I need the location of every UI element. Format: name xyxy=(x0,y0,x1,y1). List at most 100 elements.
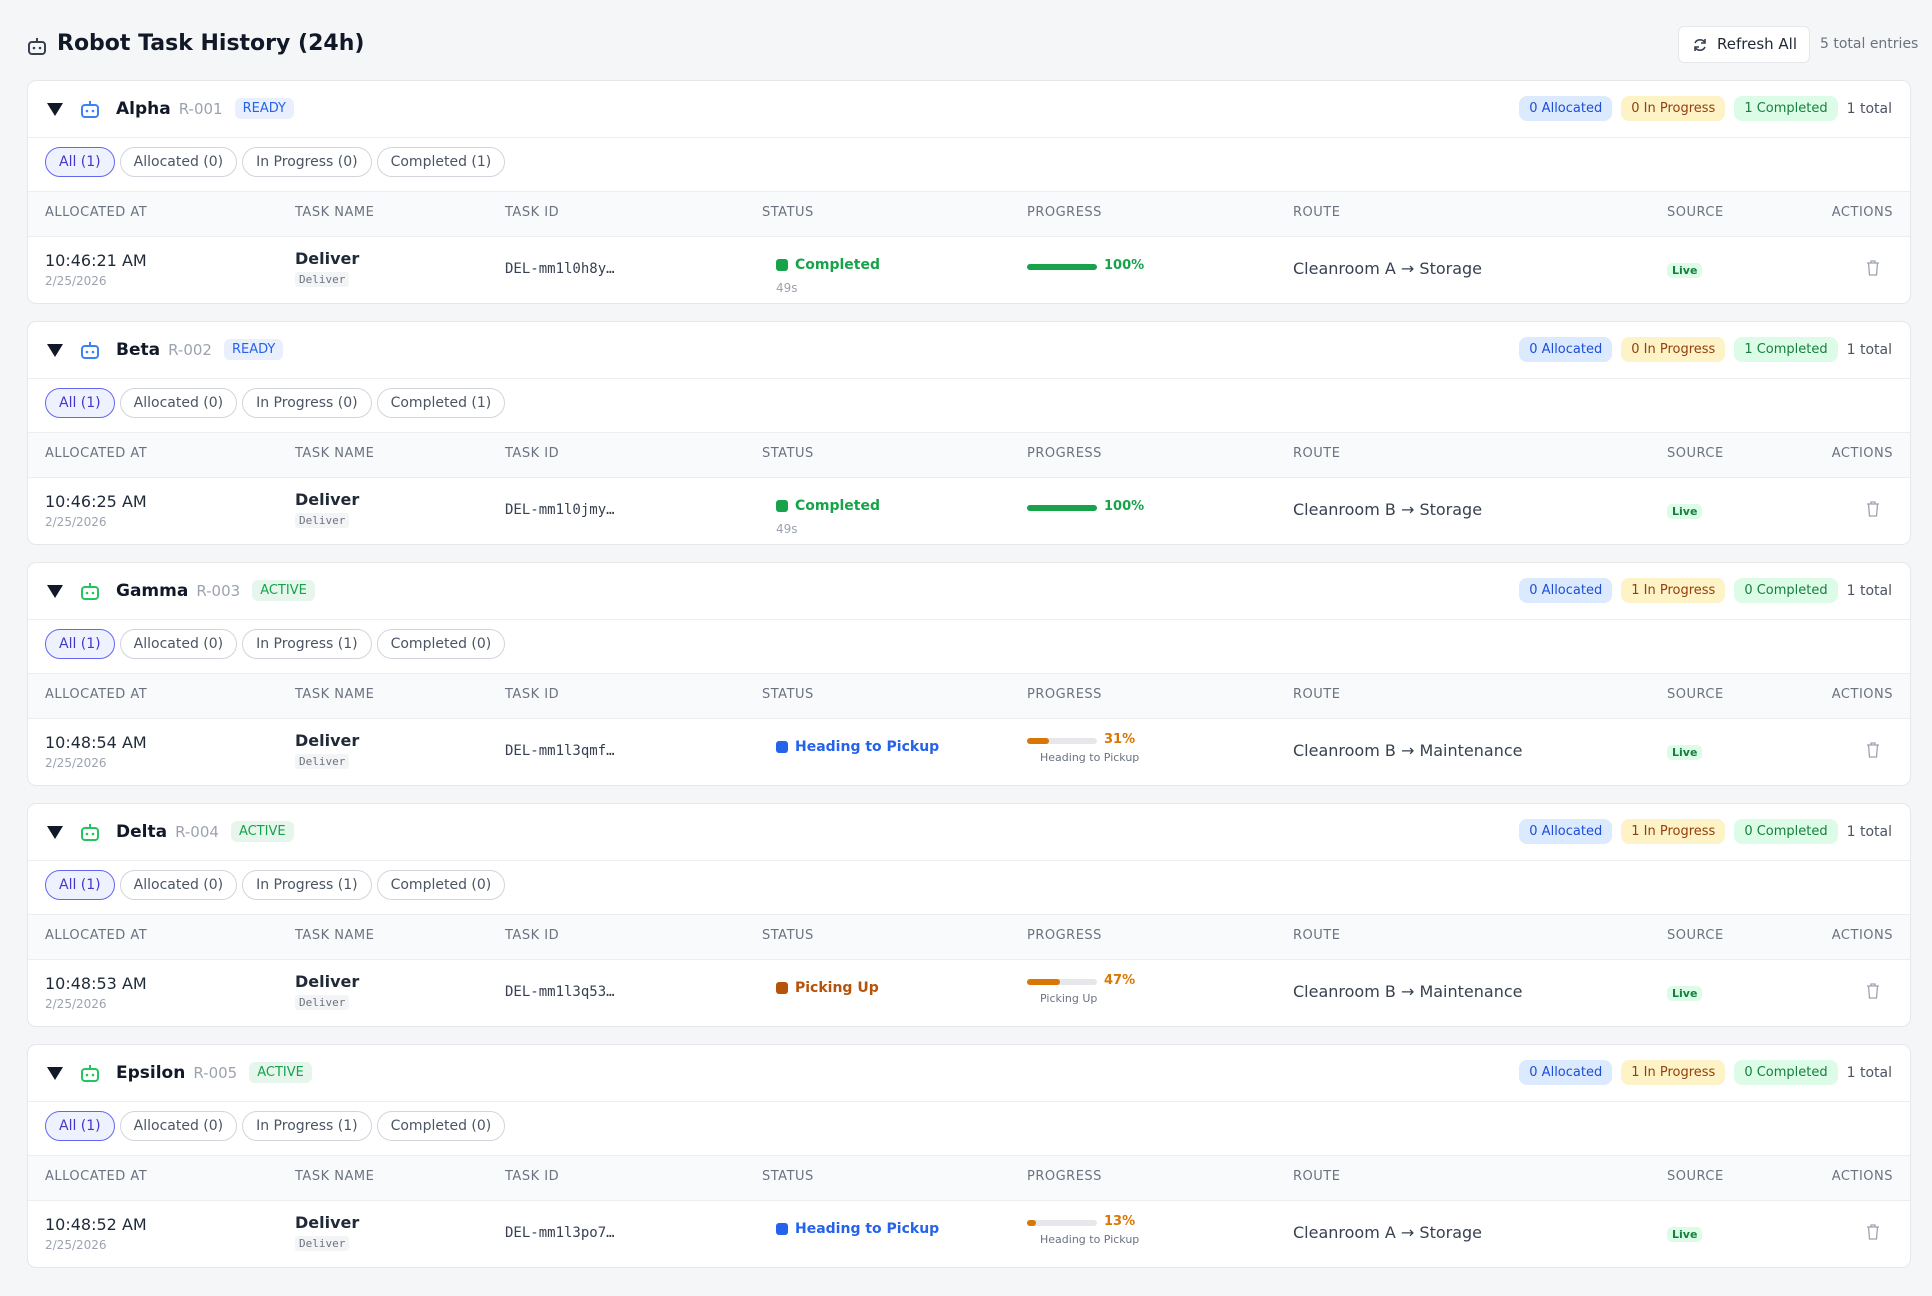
robot-name: Epsilon xyxy=(116,1062,186,1083)
filter-pill[interactable]: Completed (0) xyxy=(376,629,506,659)
filter-pill[interactable]: Allocated (0) xyxy=(119,388,238,418)
task-name: Deliver xyxy=(295,1213,360,1232)
source-badge: Live xyxy=(1667,1227,1703,1242)
collapse-toggle xyxy=(46,824,64,844)
filter-pill[interactable]: In Progress (1) xyxy=(242,870,372,900)
refresh-label: Refresh All xyxy=(1717,35,1798,53)
robot-icon xyxy=(80,581,100,605)
column-header: TASK ID xyxy=(505,446,560,461)
refresh-icon xyxy=(1694,39,1706,51)
filter-pill[interactable]: In Progress (0) xyxy=(242,388,372,418)
robot-card: Beta R-002 READY 0 Allocated 0 In Progress 1 … xyxy=(27,321,1911,545)
total-count: 1 total xyxy=(1846,582,1892,599)
delete-button[interactable] xyxy=(1866,983,1880,1003)
filter-pill[interactable]: All (1) xyxy=(45,147,115,177)
filter-bar: All (1) Allocated (0) In Progress (1) Compl… xyxy=(45,1111,510,1141)
count-chip: 0 In Progress xyxy=(1621,96,1726,121)
status-text: Completed xyxy=(795,257,881,273)
delete-button[interactable] xyxy=(1866,1224,1880,1244)
total-count: 1 total xyxy=(1846,100,1892,117)
column-header: ROUTE xyxy=(1293,687,1341,702)
task-id: DEL-mm1l0h8y… xyxy=(505,261,615,277)
count-chip: 0 Allocated xyxy=(1519,1060,1613,1085)
robot-header: Gamma R-003 ACTIVE xyxy=(116,580,315,601)
task-type: Deliver xyxy=(295,995,350,1010)
task-type: Deliver xyxy=(295,1236,350,1251)
count-chip: 0 Completed xyxy=(1734,819,1838,844)
header-divider xyxy=(28,619,1910,620)
column-header: ROUTE xyxy=(1293,1169,1341,1184)
filter-pill[interactable]: Completed (1) xyxy=(376,388,506,418)
collapse-toggle xyxy=(46,101,64,121)
filter-pill[interactable]: In Progress (1) xyxy=(242,1111,372,1141)
filter-pill[interactable]: Completed (1) xyxy=(376,147,506,177)
robot-header: Beta R-002 READY xyxy=(116,339,284,360)
source-badge: Live xyxy=(1667,504,1703,519)
filter-pill[interactable]: Completed (0) xyxy=(376,1111,506,1141)
column-header: TASK ID xyxy=(505,928,560,943)
count-chip: 0 Allocated xyxy=(1519,578,1613,603)
filter-pill[interactable]: Allocated (0) xyxy=(119,147,238,177)
collapse-toggle xyxy=(46,342,64,362)
task-type: Deliver xyxy=(295,272,350,287)
count-chip: 1 In Progress xyxy=(1621,578,1726,603)
count-chip: 0 In Progress xyxy=(1621,337,1726,362)
column-header: ACTIONS xyxy=(1831,446,1893,461)
column-header-band xyxy=(28,673,1910,719)
filter-pill[interactable]: Allocated (0) xyxy=(119,870,238,900)
filter-pill[interactable]: All (1) xyxy=(45,870,115,900)
column-header: PROGRESS xyxy=(1027,205,1102,220)
refresh-button[interactable]: Refresh All xyxy=(1678,26,1810,63)
task-status: Completed xyxy=(776,498,880,514)
delete-button[interactable] xyxy=(1866,260,1880,280)
delete-button[interactable] xyxy=(1866,501,1880,521)
task-id: DEL-mm1l3po7… xyxy=(505,1225,615,1241)
progress-bar xyxy=(1027,505,1097,511)
column-header: SOURCE xyxy=(1667,687,1724,702)
allocated-date: 2/25/2026 xyxy=(45,756,107,770)
filter-pill[interactable]: Completed (0) xyxy=(376,870,506,900)
header-divider xyxy=(28,378,1910,379)
count-chip: 0 Completed xyxy=(1734,1060,1838,1085)
delete-button[interactable] xyxy=(1866,742,1880,762)
filter-pill[interactable]: All (1) xyxy=(45,388,115,418)
filter-pill[interactable]: In Progress (1) xyxy=(242,629,372,659)
filter-pill[interactable]: Allocated (0) xyxy=(119,629,238,659)
filter-bar: All (1) Allocated (0) In Progress (1) Compl… xyxy=(45,629,510,659)
task-name: Deliver xyxy=(295,972,360,991)
total-count: 1 total xyxy=(1846,823,1892,840)
filter-pill[interactable]: Allocated (0) xyxy=(119,1111,238,1141)
column-header: TASK NAME xyxy=(295,1169,375,1184)
robot-icon xyxy=(28,38,46,55)
progress-note: Heading to Pickup xyxy=(1040,1233,1140,1246)
progress-bar xyxy=(1027,1220,1037,1226)
column-header: ACTIONS xyxy=(1831,687,1893,702)
route: Cleanroom B → Maintenance xyxy=(1293,982,1523,1001)
task-name: Deliver xyxy=(295,490,360,509)
count-chip: 0 Allocated xyxy=(1519,819,1613,844)
column-header: PROGRESS xyxy=(1027,687,1102,702)
column-header: SOURCE xyxy=(1667,1169,1724,1184)
task-name: Deliver xyxy=(295,731,360,750)
filter-bar: All (1) Allocated (0) In Progress (1) Compl… xyxy=(45,870,510,900)
robot-state: ACTIVE xyxy=(230,821,294,842)
status-text: Heading to Pickup xyxy=(795,739,940,755)
count-chip: 1 Completed xyxy=(1734,337,1838,362)
column-header: STATUS xyxy=(762,1169,814,1184)
route: Cleanroom A → Storage xyxy=(1293,259,1483,278)
source-badge: Live xyxy=(1667,745,1703,760)
filter-pill[interactable]: All (1) xyxy=(45,1111,115,1141)
column-header: ROUTE xyxy=(1293,446,1341,461)
column-header-band xyxy=(28,432,1910,478)
column-header: ROUTE xyxy=(1293,205,1341,220)
source-badge: Live xyxy=(1667,986,1703,1001)
robot-id: R-005 xyxy=(193,1063,238,1082)
filter-pill[interactable]: In Progress (0) xyxy=(242,147,372,177)
filter-pill[interactable]: All (1) xyxy=(45,629,115,659)
task-name: Deliver xyxy=(295,249,360,268)
robot-card: Delta R-004 ACTIVE 0 Allocated 1 In Progress… xyxy=(27,803,1911,1027)
count-chip: 0 Allocated xyxy=(1519,337,1613,362)
route: Cleanroom A → Storage xyxy=(1293,1223,1483,1242)
status-counts: 0 Allocated 1 In Progress 0 Completed 1 tot… xyxy=(1510,578,1892,603)
